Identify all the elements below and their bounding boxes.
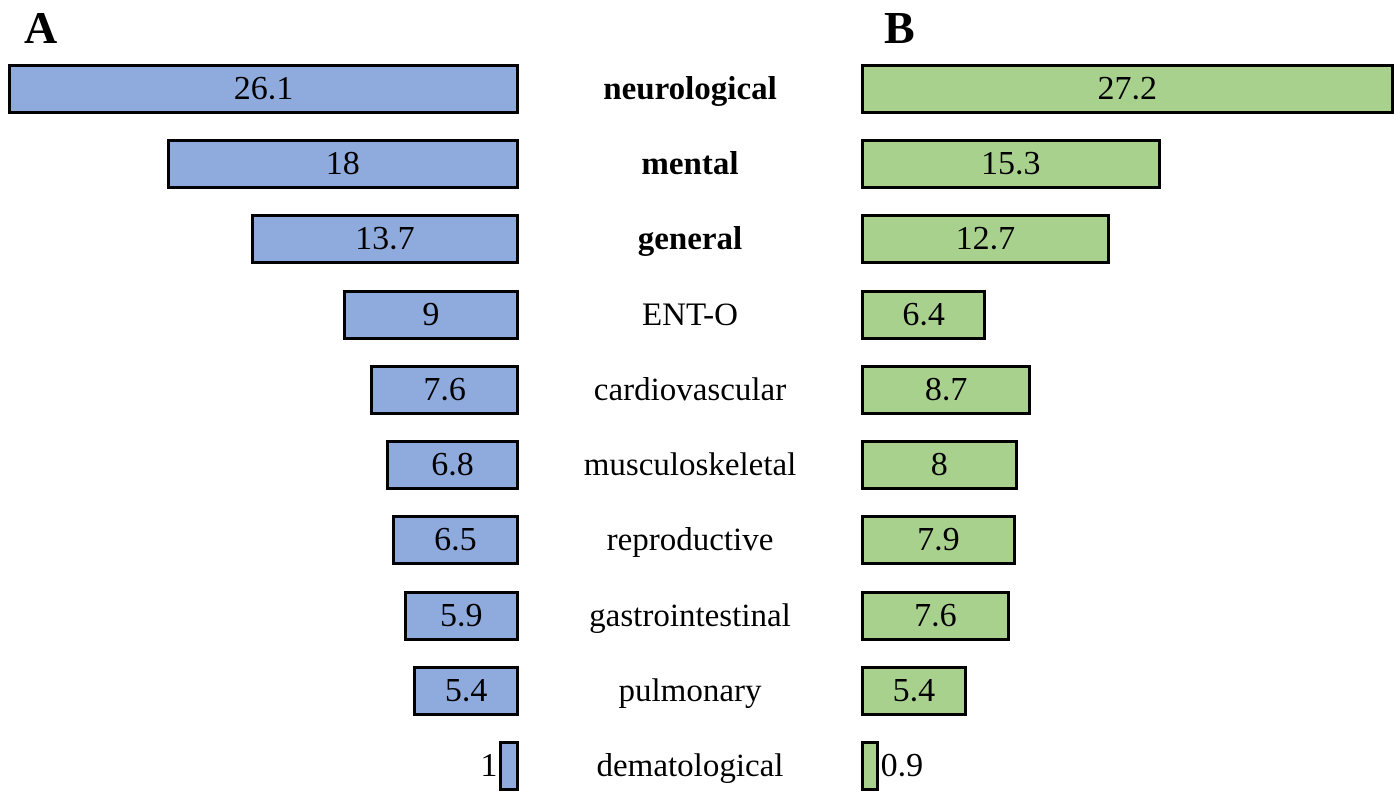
panel-b-cell: 7.6 (861, 590, 1400, 641)
bar-b-value: 7.6 (914, 596, 957, 634)
category-label-general: general (637, 221, 743, 258)
bar-b-value: 6.4 (902, 295, 945, 333)
bar-a-cardiovascular: 7.6 (370, 364, 519, 415)
bar-b-dematological (861, 741, 879, 792)
bar-b-value: 8.7 (924, 370, 968, 408)
bar-a-reproductive: 6.5 (391, 515, 519, 566)
bar-a-value: 7.6 (423, 370, 466, 408)
bar-a-value: 9 (422, 295, 440, 333)
category-label-musculoskeletal: musculoskeletal (583, 447, 797, 484)
chart-row: 6.5 reproductive 7.9 (0, 503, 1400, 578)
category-label-ENT-O: ENT-O (642, 296, 738, 333)
bar-a-value: 5.9 (440, 596, 483, 634)
chart-row: 6.8 musculoskeletal 8 (0, 427, 1400, 502)
category-label-neurological: neurological (603, 70, 777, 107)
chart-row: 1 dematological 0.9 (0, 729, 1400, 796)
bar-b-value: 5.4 (892, 672, 936, 710)
bar-a-general: 13.7 (250, 214, 519, 265)
panel-b-cell: 12.7 (861, 214, 1400, 265)
chart-row: 5.9 gastrointestinal 7.6 (0, 578, 1400, 653)
bar-b-mental: 15.3 (861, 138, 1161, 189)
panel-a-label: A (24, 2, 58, 53)
chart-row: 5.4 pulmonary 5.4 (0, 653, 1400, 728)
chart-row: 7.6 cardiovascular 8.7 (0, 352, 1400, 427)
bar-b-pulmonary: 5.4 (861, 666, 967, 717)
panel-b-cell: 6.4 (861, 289, 1400, 340)
bar-a-value: 13.7 (355, 220, 415, 258)
bar-b-value: 7.9 (917, 521, 960, 559)
bar-a-ENT-O: 9 (342, 289, 519, 340)
bar-a-dematological (499, 741, 519, 792)
bar-b-cardiovascular: 8.7 (861, 364, 1032, 415)
bar-b-value: 27.2 (1097, 69, 1158, 107)
panel-b-label: B (884, 2, 915, 53)
bar-a-neurological: 26.1 (8, 63, 519, 114)
panel-a-cell: 7.6 (0, 364, 519, 415)
panel-a-cell: 5.9 (0, 590, 519, 641)
bar-a-value: 18 (325, 144, 360, 182)
chart-row: 13.7 general 12.7 (0, 202, 1400, 277)
bar-b-neurological: 27.2 (861, 63, 1394, 114)
bar-b-value: 8 (930, 446, 948, 484)
panel-a-cell: 6.8 (0, 440, 519, 491)
panel-a-cell: 13.7 (0, 214, 519, 265)
chart-row: 18 mental 15.3 (0, 126, 1400, 201)
bar-a-value: 5.4 (444, 672, 488, 710)
panel-a-cell: 6.5 (0, 515, 519, 566)
category-label-dematological: dematological (596, 748, 784, 785)
bar-b-ENT-O: 6.4 (861, 289, 987, 340)
panel-b-cell: 15.3 (861, 138, 1400, 189)
bar-b-reproductive: 7.9 (861, 515, 1016, 566)
category-label-mental: mental (641, 145, 739, 182)
bar-a-mental: 18 (166, 138, 519, 189)
category-label-cardiovascular: cardiovascular (593, 371, 787, 408)
panel-a-cell: 26.1 (0, 63, 519, 114)
bar-b-value: 12.7 (955, 220, 1016, 258)
chart-rows: 26.1 neurological 27.2 18 mental 15.3 13.7 gene… (0, 51, 1400, 796)
bar-b-gastrointestinal: 7.6 (861, 590, 1010, 641)
panel-b-cell: 8 (861, 440, 1400, 491)
panel-b-cell: 7.9 (861, 515, 1400, 566)
category-label-pulmonary: pulmonary (618, 673, 762, 710)
bar-a-pulmonary: 5.4 (413, 666, 519, 717)
bar-a-musculoskeletal: 6.8 (385, 440, 519, 491)
category-label-gastrointestinal: gastrointestinal (589, 597, 791, 634)
bar-a-value: 26.1 (233, 69, 294, 107)
bar-b-value: 0.9 (880, 747, 924, 785)
panel-b-cell: 5.4 (861, 666, 1400, 717)
panel-a-cell: 9 (0, 289, 519, 340)
bar-b-general: 12.7 (861, 214, 1110, 265)
panel-a-cell: 1 (0, 741, 519, 792)
panel-b-cell: 27.2 (861, 63, 1400, 114)
bar-a-value: 6.5 (434, 521, 477, 559)
panel-b-cell: 0.9 (861, 741, 1400, 792)
bar-a-gastrointestinal: 5.9 (403, 590, 519, 641)
bar-a-value: 1 (480, 747, 498, 785)
category-label-reproductive: reproductive (606, 522, 774, 559)
bar-a-value: 6.8 (431, 446, 474, 484)
bar-b-value: 15.3 (981, 144, 1041, 182)
panel-b-cell: 8.7 (861, 364, 1400, 415)
panel-a-cell: 18 (0, 138, 519, 189)
chart-row: 9 ENT-O 6.4 (0, 277, 1400, 352)
chart-row: 26.1 neurological 27.2 (0, 51, 1400, 126)
bar-b-musculoskeletal: 8 (861, 440, 1018, 491)
panel-a-cell: 5.4 (0, 666, 519, 717)
